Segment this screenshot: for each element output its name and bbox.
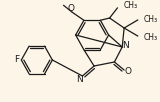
Text: CH₃: CH₃ xyxy=(144,14,158,23)
Text: N: N xyxy=(122,40,128,49)
Text: F: F xyxy=(14,55,19,64)
Text: N: N xyxy=(76,74,83,84)
Text: CH₃: CH₃ xyxy=(123,2,137,11)
Text: O: O xyxy=(124,67,132,75)
Text: CH₃: CH₃ xyxy=(144,33,158,42)
Text: O: O xyxy=(68,4,75,13)
